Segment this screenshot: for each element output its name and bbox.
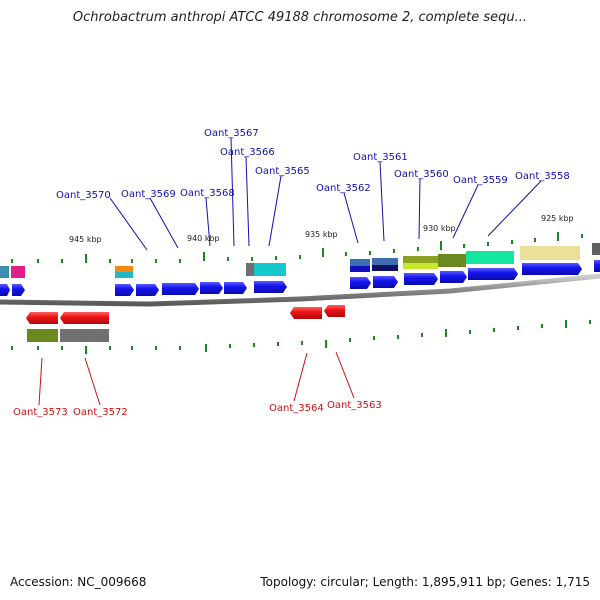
scale-label: 925 kbp [541, 214, 574, 223]
gene-label[interactable]: Oant_3558 [515, 171, 570, 182]
scale-label: 930 kbp [423, 224, 456, 233]
gene-label[interactable]: Oant_3563 [327, 400, 382, 411]
accession-text: Accession: NC_009668 [10, 575, 147, 589]
genome-summary-text: Topology: circular; Length: 1,895,911 bp… [260, 575, 590, 589]
gene-label[interactable]: Oant_3565 [255, 166, 310, 177]
forward-label-leaders [109, 137, 542, 251]
gene-label[interactable]: Oant_3564 [269, 403, 324, 414]
gene-label[interactable]: Oant_3567 [204, 128, 259, 139]
forward-gene-arrows[interactable] [0, 260, 600, 296]
gene-label[interactable]: Oant_3569 [121, 189, 176, 200]
gene-label[interactable]: Oant_3562 [316, 183, 371, 194]
scale-label: 945 kbp [69, 235, 102, 244]
gene-label[interactable]: Oant_3566 [220, 147, 275, 158]
map-title: Ochrobactrum anthropi ATCC 49188 chromos… [72, 10, 528, 25]
gene-label[interactable]: Oant_3573 [13, 407, 68, 418]
gene-label[interactable]: Oant_3570 [56, 190, 111, 201]
scale-ticks-lower [11, 320, 591, 354]
gene-label[interactable]: Oant_3568 [180, 188, 235, 199]
reverse-gene-arrows[interactable] [26, 305, 345, 324]
reverse-label-leaders [38, 351, 355, 406]
gene-label[interactable]: Oant_3572 [73, 407, 128, 418]
feature-bars-lower [27, 329, 109, 342]
gene-label[interactable]: Oant_3559 [453, 175, 508, 186]
scale-label: 940 kbp [187, 234, 220, 243]
chromosome-backbone [0, 273, 600, 307]
scale-ticks-upper [11, 232, 583, 263]
scale-label: 935 kbp [305, 230, 338, 239]
gene-label[interactable]: Oant_3561 [353, 152, 408, 163]
gene-label[interactable]: Oant_3560 [394, 169, 449, 180]
feature-bars-upper [0, 243, 600, 278]
